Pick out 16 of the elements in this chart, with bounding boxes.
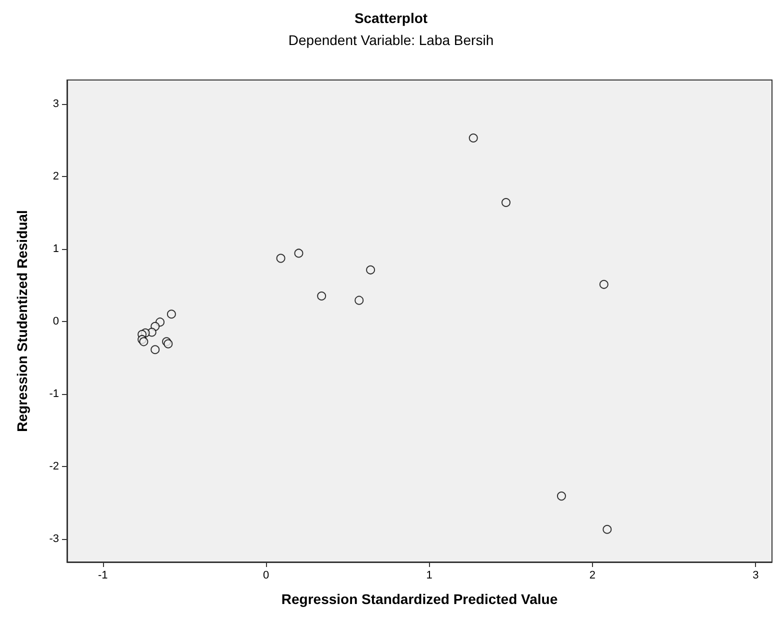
x-axis-title: Regression Standardized Predicted Value [281, 591, 558, 607]
y-tick-label: 3 [52, 98, 59, 110]
x-tick-label: -1 [98, 570, 108, 582]
x-tick-label: 3 [752, 570, 759, 582]
x-tick-label: 2 [589, 570, 596, 582]
x-tick-label: 1 [426, 570, 432, 582]
chart-title: Scatterplot [354, 10, 428, 26]
y-tick-label: 1 [52, 242, 59, 255]
y-tick-label: -2 [49, 460, 59, 472]
y-axis-title: Regression Studentized Residual [14, 210, 30, 432]
chart-subtitle: Dependent Variable: Laba Bersih [288, 32, 494, 48]
y-tick-label: 0 [52, 315, 59, 328]
y-tick-label: -1 [49, 388, 59, 400]
y-tick-label: -3 [49, 532, 59, 545]
y-tick-label: 2 [52, 170, 59, 182]
x-tick-label: 0 [263, 570, 270, 582]
